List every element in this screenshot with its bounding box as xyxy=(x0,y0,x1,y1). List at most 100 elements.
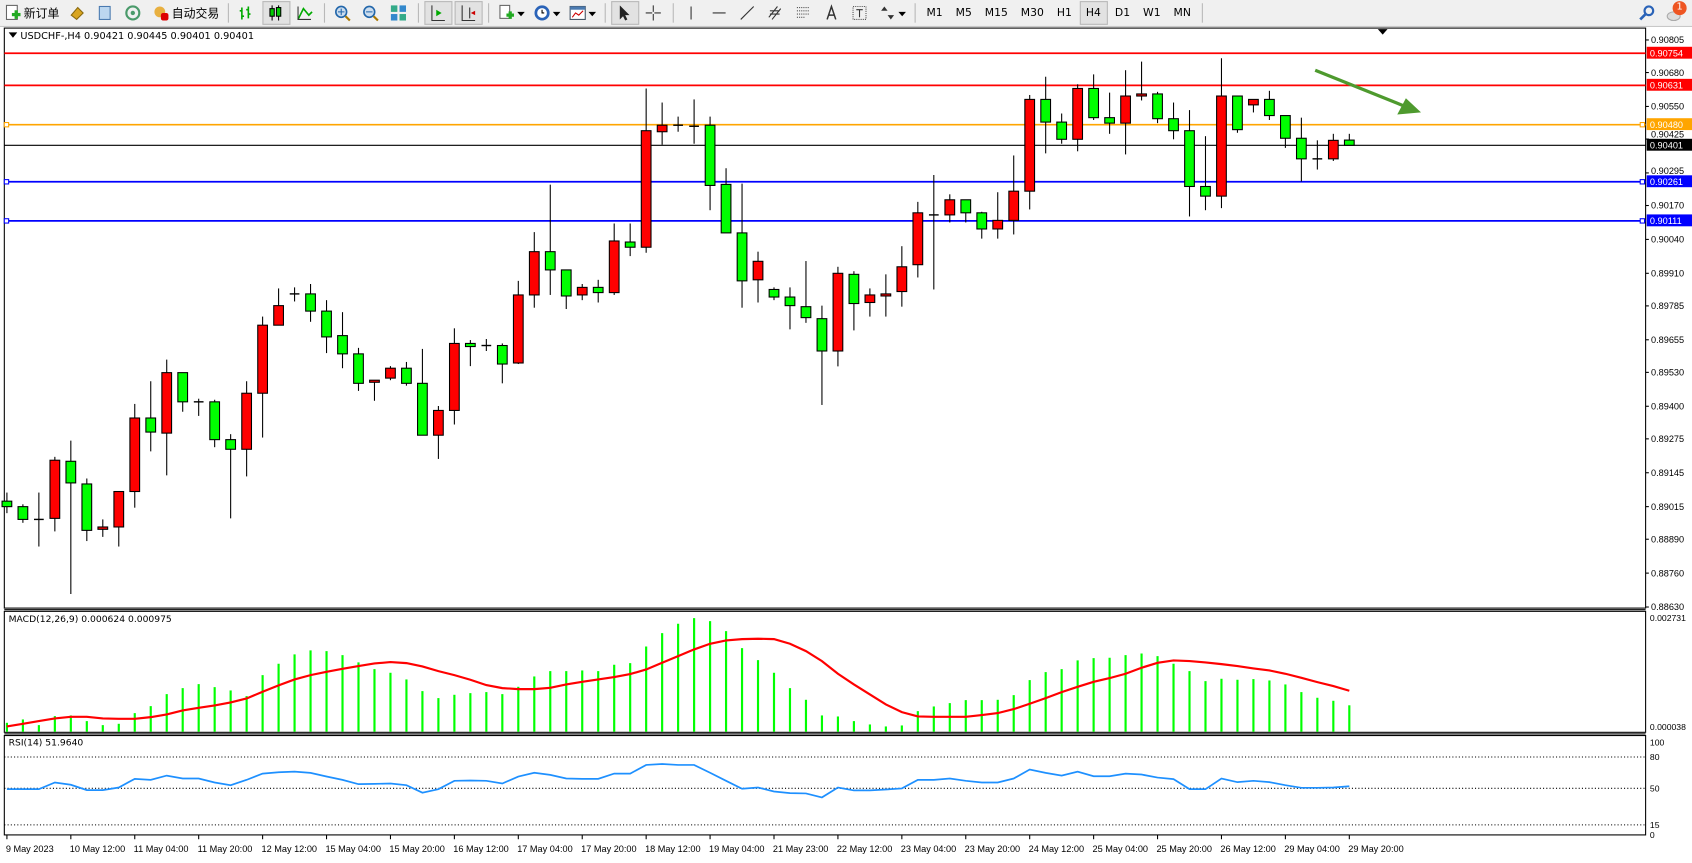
chart-shift-button[interactable] xyxy=(454,1,483,25)
candle xyxy=(1120,70,1131,155)
chart-canvas[interactable]: 0.90805 0.90680 0.90550 0.90425 0.90295 0.901… xyxy=(0,27,1692,863)
equidistant-channel-tool-button[interactable] xyxy=(763,2,789,24)
price-tick-label: 0.90425 xyxy=(1651,130,1684,140)
candle xyxy=(1264,90,1275,121)
cursor-tool-button[interactable] xyxy=(611,1,640,25)
candle-body xyxy=(976,212,988,230)
candle-body xyxy=(209,401,221,441)
timeframe-m1[interactable]: M1 xyxy=(926,7,943,19)
candle xyxy=(1024,94,1036,210)
signal-icon xyxy=(124,4,141,21)
candle-body xyxy=(1343,139,1355,146)
arrows-tool-button[interactable] xyxy=(876,2,909,24)
candlestick-icon xyxy=(267,4,284,21)
timeframe-d1[interactable]: D1 xyxy=(1114,7,1131,19)
auto-trading-button[interactable]: 自动交易 xyxy=(149,2,222,24)
vertical-line-icon xyxy=(682,4,699,21)
auto-scroll-button[interactable] xyxy=(424,1,453,25)
text-tool-button[interactable] xyxy=(820,2,846,24)
crosshair-tool-button[interactable] xyxy=(641,2,667,24)
templates-button[interactable] xyxy=(566,2,599,24)
chart-window[interactable]: 0.90805 0.90680 0.90550 0.90425 0.90295 0.901… xyxy=(0,27,1692,863)
price-tick-label: 0.90040 xyxy=(1651,235,1684,245)
clock-icon xyxy=(533,4,550,21)
timeframe-m15[interactable]: M15 xyxy=(984,7,1008,19)
timeframe-mn[interactable]: MN xyxy=(1173,7,1191,19)
signals-button[interactable] xyxy=(121,2,147,24)
price-label-text: 0.90401 xyxy=(1650,141,1683,151)
candle xyxy=(864,288,876,317)
candle-body xyxy=(177,372,189,403)
indicators-button[interactable] xyxy=(495,2,528,24)
macd-label: MACD(12,26,9) 0.000624 0.000975 xyxy=(8,614,172,626)
candle xyxy=(1295,117,1307,182)
zoom-in-button[interactable] xyxy=(330,2,356,24)
timeframe-m5[interactable]: M5 xyxy=(955,7,972,19)
timeframe-m30[interactable]: M30 xyxy=(1020,7,1044,19)
text-label-tool-button[interactable] xyxy=(848,2,874,24)
chart-ohlc-header: USDCHF-,H4 0.90421 0.90445 0.90401 0.904… xyxy=(20,31,255,43)
bar-chart-button[interactable] xyxy=(234,2,260,24)
candle xyxy=(673,116,683,132)
rsi-scale-label: 80 xyxy=(1650,752,1660,762)
candle-body xyxy=(321,310,332,338)
candle-body xyxy=(1327,139,1339,160)
candle-body xyxy=(1248,98,1259,106)
time-tick-label: 29 May 20:00 xyxy=(1348,844,1403,854)
candle-body xyxy=(337,335,348,355)
time-tick-label: 12 May 12:00 xyxy=(262,844,317,854)
candle xyxy=(257,316,269,438)
chart-shift-marker-icon xyxy=(1377,29,1388,35)
candle xyxy=(736,183,748,308)
dropdown-arrow-icon xyxy=(552,6,561,20)
candle xyxy=(385,366,396,381)
navigator-button[interactable] xyxy=(65,2,91,24)
timeframe-h4[interactable]: H4 xyxy=(1079,1,1108,25)
price-tick-label: 0.89400 xyxy=(1651,402,1684,412)
candle-body xyxy=(1120,95,1131,124)
zoom-out-icon xyxy=(362,4,379,22)
search-button[interactable] xyxy=(1635,2,1661,24)
market-watch-button[interactable] xyxy=(93,2,119,24)
candle-body xyxy=(832,272,844,352)
toolbar-separator xyxy=(604,3,606,23)
line-handle xyxy=(3,218,10,224)
chart-header: USDCHF-,H4 0.90421 0.90445 0.90401 0.904… xyxy=(8,30,255,43)
macd-scale-max: 0.002731 xyxy=(1650,613,1686,623)
timeframe-w1[interactable]: W1 xyxy=(1143,7,1161,19)
line-chart-button[interactable] xyxy=(293,2,319,24)
timeframe-h1[interactable]: H1 xyxy=(1056,7,1072,19)
candle xyxy=(689,99,699,144)
bar-chart-icon xyxy=(238,4,255,21)
time-tick-label: 11 May 20:00 xyxy=(198,844,253,854)
candle-body xyxy=(544,251,556,271)
time-tick-label: 19 May 04:00 xyxy=(709,844,764,854)
zoom-out-button[interactable] xyxy=(358,2,384,24)
auto-trading-label: 自动交易 xyxy=(171,6,220,21)
candle xyxy=(1279,115,1291,148)
candle-body xyxy=(512,294,524,364)
periods-button[interactable] xyxy=(530,2,563,24)
collapse-triangle-icon[interactable] xyxy=(8,31,18,42)
fibonacci-tool-button[interactable] xyxy=(791,2,817,24)
candle-body xyxy=(17,506,29,520)
tile-windows-button[interactable] xyxy=(387,2,413,24)
candle xyxy=(800,261,812,323)
candle-body xyxy=(81,483,93,531)
candle xyxy=(369,379,380,401)
time-tick-label: 25 May 20:00 xyxy=(1156,844,1211,854)
horizontal-line-tool-button[interactable] xyxy=(707,2,733,24)
candle xyxy=(1,492,13,514)
vertical-line-tool-button[interactable] xyxy=(679,2,705,24)
line-chart-icon xyxy=(296,4,313,21)
macd-signal-line xyxy=(6,637,1350,728)
trendline-tool-button[interactable] xyxy=(735,2,761,24)
candlestick-chart-button[interactable] xyxy=(262,1,291,25)
rsi-scale-label: 15 xyxy=(1650,820,1660,830)
new-order-button[interactable]: 新订单 xyxy=(1,2,63,24)
cursor-icon xyxy=(615,4,632,21)
notifications-button[interactable]: 1 xyxy=(1663,1,1691,24)
auto-trading-icon xyxy=(152,4,169,21)
candle-body xyxy=(1232,95,1243,131)
